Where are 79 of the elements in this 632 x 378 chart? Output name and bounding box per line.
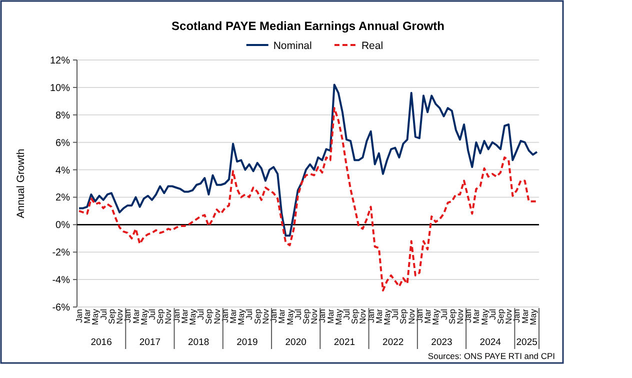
- y-tick-label: 12%: [50, 56, 70, 66]
- x-tick-label: Mar: [82, 308, 92, 324]
- text: 2019: [236, 337, 258, 348]
- x-tick-label: May: [528, 308, 538, 326]
- y-axis-title: Annual Growth: [15, 148, 27, 218]
- x-tick-label: May: [90, 308, 100, 326]
- x-tick-label: Jan: [171, 308, 182, 323]
- y-tick-label: -4%: [52, 275, 70, 286]
- y-tick-label: -6%: [52, 302, 70, 314]
- x-tick-label: Nov: [114, 308, 125, 324]
- x-tick-label: May: [138, 308, 149, 326]
- x-tick-label: Mar: [374, 308, 384, 324]
- x-tick-label: Sep: [252, 308, 262, 324]
- source-note: Sources: ONS PAYE RTI and CPI: [428, 351, 555, 361]
- text: 2017: [139, 337, 161, 348]
- x-tick-label: Mar: [422, 308, 433, 324]
- x-tick-label: Sep: [300, 308, 311, 324]
- text: 2018: [188, 337, 210, 348]
- x-tick-label: Nov: [358, 308, 368, 324]
- text: 2016: [90, 337, 112, 348]
- x-tick-label: Jul: [98, 308, 108, 320]
- y-tick-label: 6%: [56, 138, 70, 149]
- y-tick-label: 10%: [50, 82, 70, 94]
- chart-title: Scotland PAYE Median Earnings Annual Growth: [172, 19, 444, 33]
- x-tick-label: Mar: [228, 308, 238, 324]
- x-tick-label: May: [284, 308, 295, 326]
- y-tick-label: 2%: [56, 192, 70, 204]
- x-tick-label: Sep: [446, 308, 457, 324]
- x-tick-label: Jan: [463, 308, 474, 323]
- x-tick-label: Jan: [317, 308, 328, 323]
- x-tick-label: Nov: [309, 308, 320, 324]
- x-tick-label: Nov: [163, 308, 174, 324]
- x-tick-label: Sep: [350, 308, 360, 324]
- x-tick-label: Sep: [155, 308, 166, 324]
- text: 2024: [480, 337, 501, 348]
- x-tick-label: Sep: [204, 308, 214, 324]
- y-tick-label: 8%: [56, 110, 70, 122]
- x-tick-label: Jul: [244, 308, 254, 320]
- legend-label: Real: [361, 40, 384, 52]
- x-tick-label: Jan: [268, 308, 279, 323]
- text: 2022: [382, 337, 404, 348]
- x-tick-label: Jul: [196, 308, 206, 320]
- x-tick-label: Nov: [406, 308, 416, 324]
- text: 2025: [516, 337, 538, 348]
- x-tick-label: Sep: [496, 308, 506, 324]
- legend-label: Nominal: [273, 40, 312, 52]
- x-tick-label: May: [333, 308, 344, 326]
- x-tick-label: Sep: [398, 308, 408, 324]
- text: 2023: [431, 337, 452, 348]
- y-tick-label: -2%: [52, 248, 70, 259]
- x-tick-label: Mar: [179, 308, 190, 324]
- x-tick-label: Nov: [212, 308, 222, 324]
- x-tick-label: Mar: [130, 308, 141, 324]
- x-tick-label: Nov: [504, 308, 514, 324]
- x-tick-label: May: [430, 308, 441, 326]
- x-tick-label: Jul: [390, 308, 400, 320]
- x-tick-label: Mar: [520, 308, 530, 324]
- x-tick-label: Jan: [122, 308, 133, 323]
- x-tick-label: Sep: [106, 308, 116, 324]
- text: 2021: [334, 337, 356, 348]
- x-tick-label: Jan: [414, 308, 424, 323]
- x-tick-label: Jan: [366, 308, 376, 323]
- x-tick-label: May: [382, 308, 392, 326]
- y-tick-label: 4%: [56, 165, 70, 176]
- x-tick-label: Jul: [438, 308, 449, 320]
- x-tick-label: Jan: [512, 308, 522, 323]
- x-tick-label: Mar: [471, 308, 482, 324]
- x-tick-label: Mar: [325, 308, 336, 324]
- x-tick-label: May: [479, 308, 490, 326]
- x-tick-label: May: [236, 308, 246, 326]
- y-tick-label: 0%: [56, 220, 70, 232]
- x-tick-label: Jan: [220, 308, 230, 323]
- x-tick-label: Mar: [276, 308, 287, 324]
- x-tick-label: Jul: [342, 308, 352, 320]
- line-series: [78, 84, 538, 237]
- text: 2020: [285, 337, 306, 348]
- line-series: [78, 107, 538, 292]
- x-tick-label: Jan: [74, 308, 84, 323]
- x-tick-label: May: [188, 308, 198, 326]
